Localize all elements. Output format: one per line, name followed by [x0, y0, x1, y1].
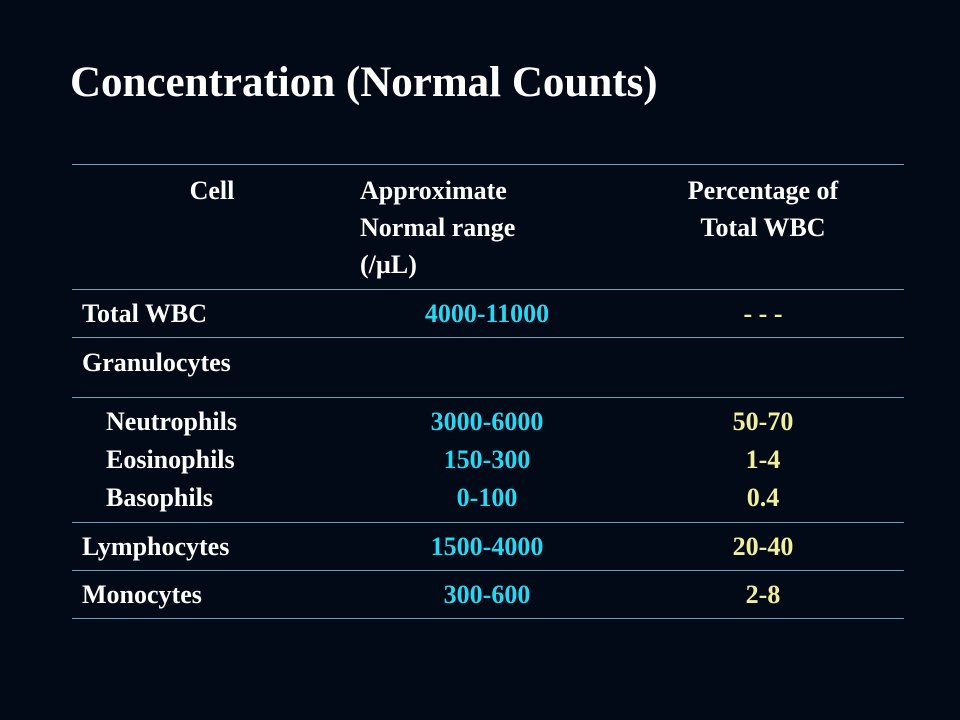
header-range-line-3: (/µL) — [360, 250, 417, 279]
table-rule-top — [72, 164, 904, 165]
row-name-eosinophils: Eosinophils — [106, 445, 235, 474]
row-name-total-wbc: Total WBC — [82, 299, 207, 328]
row-percent-basophils: 0.4 — [746, 483, 780, 512]
table-rule-bottom — [72, 618, 904, 619]
header-range-line-2: Normal range — [360, 213, 516, 242]
row-percent-total-wbc: - - - — [743, 299, 783, 328]
row-name-lymphocytes: Lymphocytes — [82, 532, 230, 561]
header-percent-line-2: Total WBC — [700, 213, 826, 242]
table-rule — [72, 570, 904, 571]
row-name-basophils: Basophils — [106, 483, 213, 512]
row-range-lymphocytes: 1500-4000 — [430, 532, 544, 561]
row-name-neutrophils: Neutrophils — [106, 407, 237, 436]
table-rule-header — [72, 289, 904, 290]
header-percent-line-1: Percentage of — [687, 176, 839, 205]
row-range-total-wbc: 4000-11000 — [424, 299, 550, 328]
row-percent-monocytes: 2-8 — [745, 580, 781, 609]
table-rule — [72, 397, 904, 398]
row-name-granulocytes: Granulocytes — [82, 348, 231, 377]
row-name-monocytes: Monocytes — [82, 580, 202, 609]
slide-title: Concentration (Normal Counts) — [70, 59, 658, 106]
row-percent-eosinophils: 1-4 — [745, 445, 781, 474]
row-percent-lymphocytes: 20-40 — [732, 532, 794, 561]
row-percent-neutrophils: 50-70 — [732, 407, 794, 436]
table-rule — [72, 337, 904, 338]
header-range-line-1: Approximate — [360, 176, 507, 205]
table-rule — [72, 522, 904, 523]
row-range-basophils: 0-100 — [456, 483, 518, 512]
row-range-neutrophils: 3000-6000 — [430, 407, 544, 436]
row-range-eosinophils: 150-300 — [443, 445, 531, 474]
row-range-monocytes: 300-600 — [443, 580, 531, 609]
header-cell: Cell — [189, 176, 235, 205]
